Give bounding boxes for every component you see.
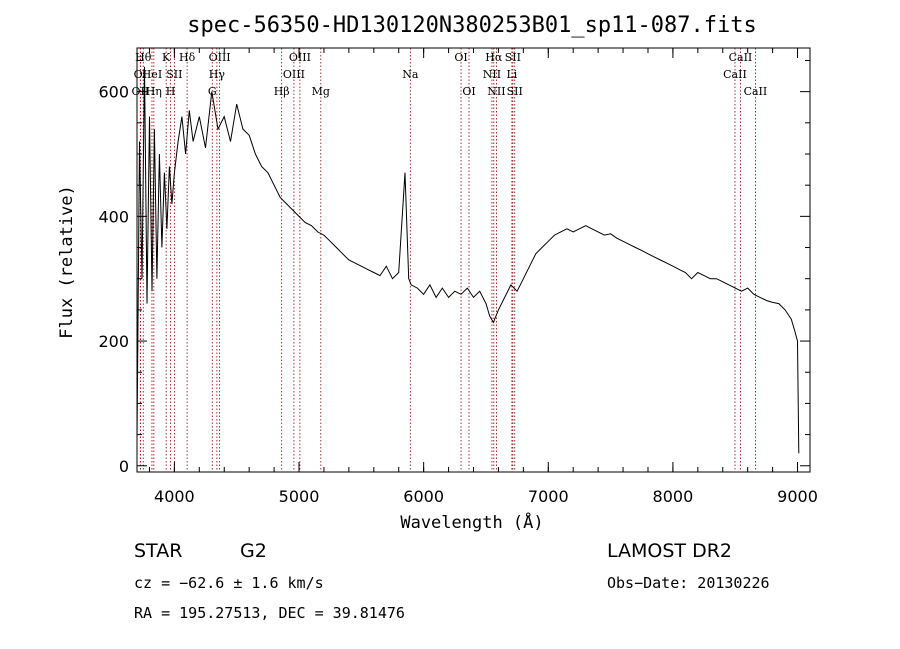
chart-title: spec-56350-HD130120N380253B01_sp11-087.f… <box>187 13 757 38</box>
y-tick-label: 200 <box>98 332 129 351</box>
redshift-velocity: cz = −62.6 ± 1.6 km/s <box>134 574 324 592</box>
line-label: K <box>162 51 171 64</box>
line-label: SII <box>505 51 521 64</box>
y-tick-label: 400 <box>98 207 129 226</box>
x-tick-label: 8000 <box>653 487 694 506</box>
y-axis-ticks: 0 200 400 600 <box>98 59 810 476</box>
x-tick-label: 9000 <box>777 487 818 506</box>
object-subclass: G2 <box>240 540 267 562</box>
x-axis-label: Wavelength (Å) <box>400 511 543 533</box>
y-axis-label: Flux (relative) <box>57 185 77 339</box>
line-label: CaII <box>729 51 753 64</box>
line-label: Li <box>506 68 517 81</box>
line-label: SII <box>507 85 523 98</box>
line-label: OI <box>454 51 467 64</box>
x-tick-label: 6000 <box>403 487 444 506</box>
line-label: SII <box>166 68 182 81</box>
line-label: OI <box>462 85 475 98</box>
spectrum-line <box>136 66 800 454</box>
line-label: Hη <box>146 85 162 98</box>
line-label: Hβ <box>274 85 290 98</box>
survey-name: LAMOST DR2 <box>607 540 732 562</box>
line-label: OIII <box>209 51 231 64</box>
line-label: NII <box>487 85 505 98</box>
line-label: Hδ <box>179 51 196 64</box>
line-label: Hα <box>485 51 503 64</box>
line-label: Hγ <box>209 68 226 81</box>
x-axis-ticks: 4000 5000 6000 7000 8000 9000 <box>148 48 818 506</box>
y-tick-label: 600 <box>98 83 129 102</box>
object-class: STAR <box>134 540 183 562</box>
coordinates: RA = 195.27513, DEC = 39.81476 <box>134 604 405 622</box>
line-label: NII <box>483 68 501 81</box>
x-tick-label: 5000 <box>279 487 320 506</box>
x-tick-label: 7000 <box>528 487 569 506</box>
line-label: CaII <box>744 85 768 98</box>
line-label: HeI <box>142 68 162 81</box>
line-label: H <box>166 85 176 98</box>
x-tick-label: 4000 <box>154 487 195 506</box>
plot-frame <box>136 47 811 473</box>
line-label: CaII <box>723 68 747 81</box>
line-label: Na <box>402 68 419 81</box>
line-label: G <box>208 85 217 98</box>
y-tick-label: 0 <box>119 457 129 476</box>
line-label: OIII <box>289 51 311 64</box>
line-label: Mg <box>312 85 330 98</box>
line-label: OIII <box>283 68 305 81</box>
observation-date: Obs−Date: 20130226 <box>607 574 770 592</box>
spectral-line-markers <box>139 48 756 472</box>
